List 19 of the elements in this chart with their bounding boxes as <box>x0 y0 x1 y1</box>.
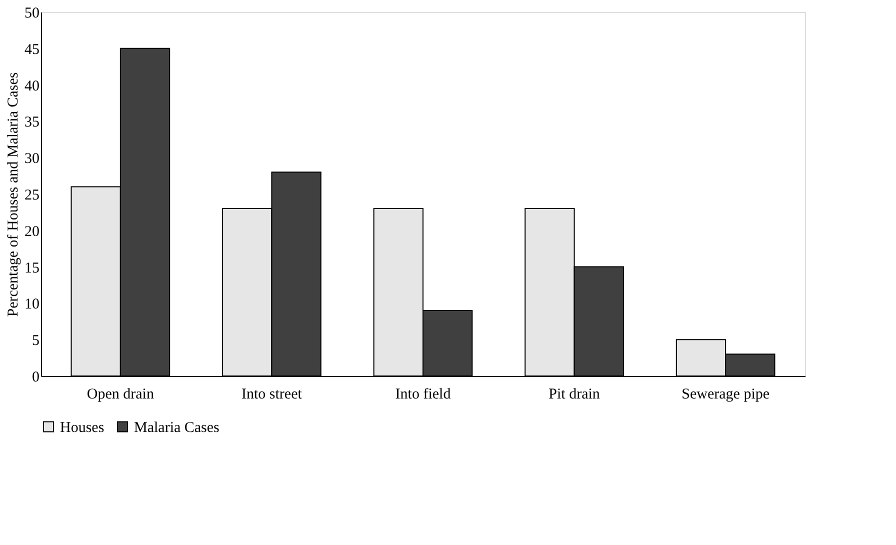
legend-label: Houses <box>60 420 104 436</box>
y-tick-label: 25 <box>24 188 40 204</box>
y-tick-label: 10 <box>24 296 40 313</box>
x-tick-label: Into street <box>242 386 303 402</box>
y-tick-label: 45 <box>24 42 40 58</box>
y-tick-label: 35 <box>24 114 40 131</box>
y-tick-label: 40 <box>24 78 40 94</box>
y-tick-label: 30 <box>24 151 40 168</box>
y-tick-label: 5 <box>32 333 40 350</box>
x-tick-label: Into field <box>395 386 452 402</box>
y-tick-label: 50 <box>24 6 40 22</box>
y-tick-label: 15 <box>24 260 40 276</box>
x-tick-label: Pit drain <box>548 386 600 402</box>
legend-label: Malaria Cases <box>134 420 220 436</box>
y-tick-label: 20 <box>24 224 40 240</box>
y-axis-title: Percentage of Houses and Malaria Cases <box>6 72 22 317</box>
x-tick-label: Open drain <box>86 386 154 402</box>
x-tick-label: Sewerage pipe <box>682 386 770 402</box>
y-tick-label: 0 <box>32 370 40 386</box>
